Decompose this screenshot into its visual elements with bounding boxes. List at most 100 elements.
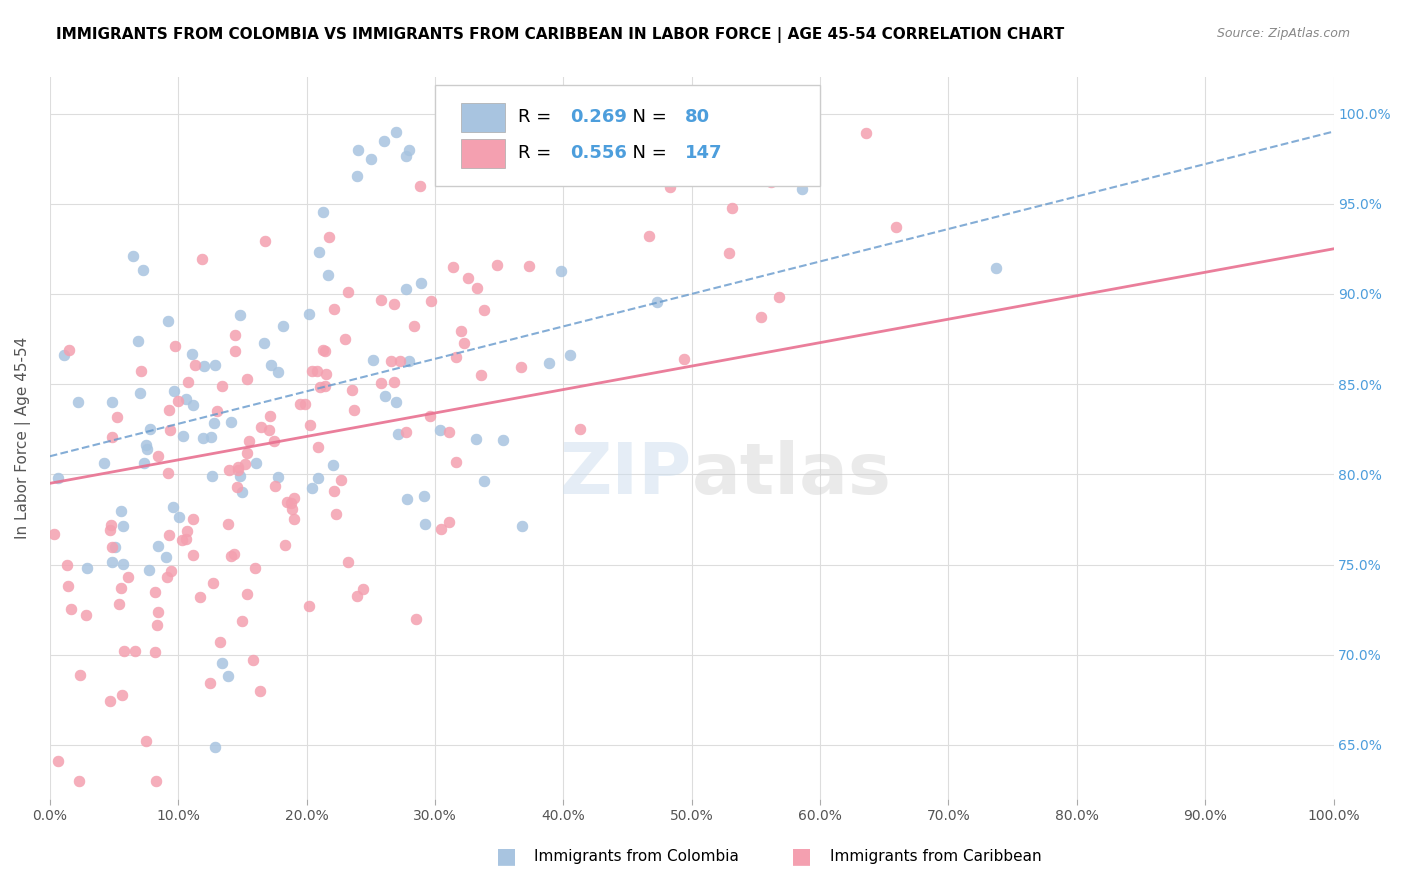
Point: [226, 463, 249, 477]
FancyBboxPatch shape: [461, 139, 506, 168]
Point: [465, 280, 488, 294]
Point: [430, 109, 453, 123]
Point: [231, 485, 253, 500]
Point: [318, 230, 340, 244]
Point: [139, 422, 162, 436]
Point: [450, 324, 472, 338]
Point: [145, 773, 167, 788]
Point: [132, 456, 155, 470]
Point: [172, 429, 194, 443]
Point: [322, 458, 344, 472]
Text: ■: ■: [792, 847, 811, 866]
Point: [329, 474, 352, 488]
Point: [259, 409, 281, 424]
Point: [129, 385, 152, 400]
Point: [56, 578, 79, 592]
Point: [283, 491, 305, 505]
Point: [243, 561, 266, 575]
Point: [205, 404, 228, 418]
Point: [176, 524, 198, 538]
Point: [288, 397, 311, 411]
Point: [263, 434, 285, 448]
Point: [984, 261, 1007, 276]
Point: [131, 364, 153, 378]
Point: [238, 434, 260, 449]
Point: [453, 335, 475, 350]
Point: [98, 523, 121, 537]
Point: [569, 422, 592, 436]
Point: [373, 134, 395, 148]
Point: [336, 285, 359, 299]
Point: [382, 376, 405, 390]
Point: [135, 438, 157, 452]
Point: [131, 262, 153, 277]
Point: [658, 179, 681, 194]
Point: [441, 260, 464, 274]
Point: [101, 541, 124, 555]
Point: [226, 460, 249, 475]
Point: [53, 348, 76, 362]
Point: [231, 614, 253, 628]
Point: [409, 178, 432, 193]
Point: [271, 318, 294, 333]
Point: [800, 88, 823, 103]
Point: [395, 282, 418, 296]
Text: Immigrants from Colombia: Immigrants from Colombia: [534, 849, 740, 863]
Point: [343, 403, 366, 417]
Point: [361, 353, 384, 368]
Point: [245, 457, 267, 471]
Point: [312, 343, 335, 357]
Point: [267, 365, 290, 379]
Point: [370, 293, 392, 307]
Point: [184, 358, 207, 372]
Point: [146, 618, 169, 632]
Point: [419, 409, 441, 423]
Point: [413, 516, 436, 531]
Point: [208, 635, 231, 649]
Point: [124, 644, 146, 658]
Point: [236, 587, 259, 601]
Point: [242, 653, 264, 667]
Point: [111, 688, 134, 702]
Point: [323, 302, 346, 317]
Point: [190, 252, 212, 267]
Point: [76, 561, 98, 575]
Text: 80: 80: [685, 108, 710, 126]
Point: [202, 416, 225, 430]
Point: [385, 124, 408, 138]
Point: [721, 201, 744, 215]
Point: [177, 375, 200, 389]
Point: [170, 533, 193, 548]
Point: [228, 308, 250, 322]
Point: [387, 426, 409, 441]
Point: [135, 442, 157, 456]
Point: [174, 532, 197, 546]
Point: [446, 350, 468, 364]
Point: [159, 423, 181, 437]
Point: [143, 645, 166, 659]
Point: [249, 683, 271, 698]
Point: [100, 518, 122, 533]
Point: [337, 555, 360, 569]
Point: [146, 605, 169, 619]
Point: [157, 314, 180, 328]
Point: [346, 169, 368, 183]
Point: [75, 608, 97, 623]
Point: [93, 456, 115, 470]
Text: 0.556: 0.556: [569, 145, 627, 162]
Point: [419, 293, 441, 308]
Point: [550, 264, 572, 278]
Point: [398, 143, 420, 157]
Point: [104, 540, 127, 554]
Point: [464, 432, 486, 446]
Point: [224, 328, 246, 343]
Point: [44, 527, 66, 541]
Point: [509, 359, 531, 374]
Point: [188, 591, 211, 605]
Point: [69, 668, 91, 682]
Point: [117, 570, 139, 584]
Point: [396, 492, 419, 507]
Point: [717, 245, 740, 260]
Point: [405, 612, 427, 626]
Point: [162, 384, 184, 398]
